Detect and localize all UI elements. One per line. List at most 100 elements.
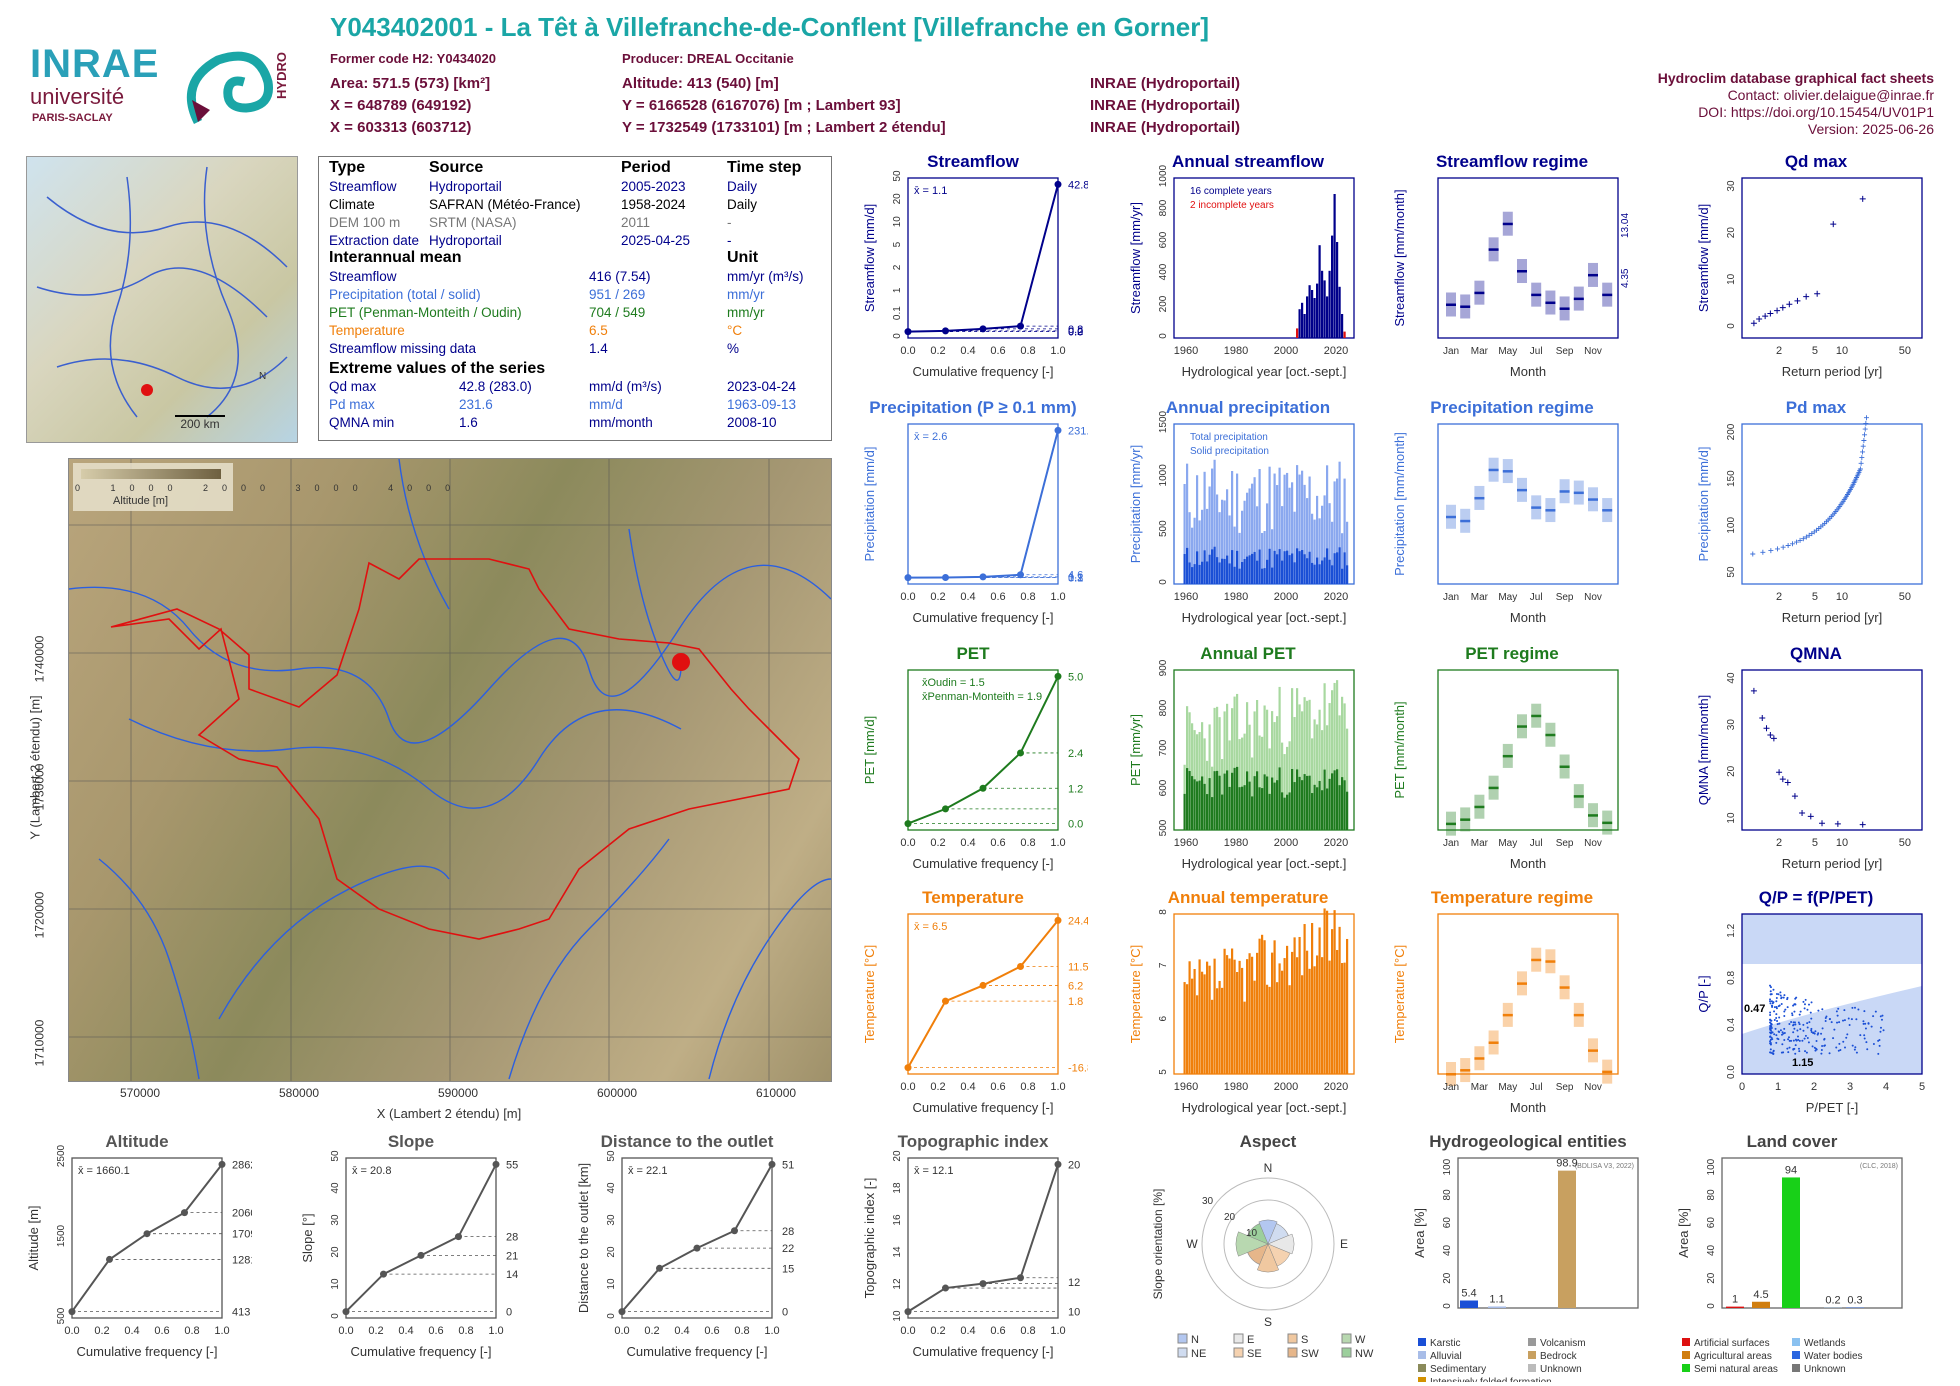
series-line (71, 1163, 223, 1313)
legend-swatch (1528, 1338, 1536, 1346)
x-tick: 0.2 (930, 1325, 945, 1337)
chart-precipitation_regime: Precipitation regime Month Precipitation [… (1392, 398, 1632, 633)
regime-mean (1531, 506, 1542, 509)
data-point (1806, 1022, 1809, 1025)
bar (1303, 774, 1306, 830)
bar (1333, 910, 1336, 1074)
bar (1258, 787, 1261, 830)
data-point (1804, 1034, 1807, 1037)
basin-map: 0 1000 2000 3000 4000 Altitude [m] (68, 458, 832, 1082)
data-point (1779, 991, 1782, 994)
x-tick: 0.4 (124, 1325, 139, 1337)
legend-label: NW (1355, 1348, 1374, 1360)
hydro-swirl-icon (186, 51, 274, 125)
y-axis-label: PET [mm/month] (1392, 701, 1407, 798)
y-tick: 60 (1442, 1217, 1453, 1229)
right-tick: 0.0 (1068, 819, 1083, 831)
bar-total (1211, 468, 1214, 584)
compass-w: W (1186, 1237, 1198, 1251)
bar (1558, 1170, 1576, 1308)
chart-streamflow_regime: Streamflow regime Month Streamflow [mm/mon… (1392, 152, 1632, 387)
data-point (1794, 1038, 1797, 1041)
bar (1291, 951, 1294, 1074)
series-line (345, 1163, 497, 1313)
bar-label: 98.9 (1556, 1158, 1577, 1170)
legend-label: E (1247, 1334, 1254, 1346)
bar (1281, 560, 1284, 584)
aspect-slice (1256, 1243, 1280, 1273)
regime-mean (1502, 1013, 1513, 1017)
regime-mean (1474, 805, 1485, 809)
bar (1311, 290, 1314, 338)
data-point (1864, 1022, 1867, 1025)
info-mean-value: 951 / 269 (589, 287, 646, 302)
bar-pm (1263, 705, 1266, 830)
bar (1248, 953, 1251, 1074)
data-point (1851, 1006, 1854, 1009)
bar (1221, 558, 1224, 584)
y-tick: 500 (56, 1307, 67, 1324)
regime-mean (1545, 733, 1556, 737)
paris-saclay-logo: PARIS-SACLAY (32, 112, 113, 124)
y-tick: 30 (1726, 719, 1737, 731)
data-point (1839, 1048, 1842, 1051)
y-tick: 6 (1158, 1015, 1169, 1021)
bar (1186, 547, 1189, 584)
bar-pm (1308, 699, 1311, 830)
x-tick: 0.4 (960, 837, 975, 849)
data-point (1769, 1029, 1772, 1032)
data-point (1881, 1014, 1884, 1017)
bar (1271, 952, 1274, 1074)
y-tick: 200 (1158, 295, 1169, 312)
y-tick: 30 (1726, 180, 1737, 192)
legend-swatch (1341, 1347, 1352, 1358)
bar (1323, 280, 1326, 338)
basin-xtick: 570000 (120, 1086, 161, 1100)
bar (1296, 328, 1299, 338)
y-l93: Y = 6166528 (6167076) [m ; Lambert 93] (622, 97, 901, 114)
bar (1298, 551, 1301, 584)
legend-label: NE (1191, 1348, 1206, 1360)
regime-mean (1488, 468, 1499, 472)
x-axis-label: Month (1510, 610, 1546, 625)
info-unit-title: Unit (727, 249, 759, 266)
bar (1306, 775, 1309, 830)
basin-xtick: 580000 (279, 1086, 320, 1100)
x-tick: 0.0 (64, 1325, 79, 1337)
y-tick: 0.1 (892, 306, 903, 320)
mean-label: x̄ = 1660.1 (78, 1165, 130, 1177)
right-tick: 0 (782, 1307, 788, 1319)
x-l93: X = 648789 (649192) (330, 97, 472, 114)
bar (1191, 567, 1194, 584)
annotation: 1.15 (1792, 1057, 1813, 1069)
data-point (1860, 443, 1866, 449)
bar (1313, 298, 1316, 338)
data-point (1773, 1006, 1776, 1009)
x-tick: 1980 (1224, 591, 1248, 603)
x-tick: 1980 (1224, 1081, 1248, 1093)
chart-qp: Q/P = f(P/PET) P/PET [-] Q/P [-] 0 1 2 3 4 5 0.0 0… (1696, 888, 1936, 1123)
data-point (1832, 1037, 1835, 1040)
x-tick: 1.0 (1050, 1325, 1065, 1337)
chart-title: Distance to the outlet (600, 1132, 774, 1151)
x-tick: 1960 (1174, 837, 1198, 849)
regime-mean (1602, 1070, 1613, 1074)
bar (1281, 970, 1284, 1074)
bar-pm (1291, 688, 1294, 830)
data-point (1786, 1006, 1789, 1009)
data-point (1769, 1021, 1771, 1024)
chart-aspect: Aspect N E S W 10 20 30 Slope orientation [%] N E S… (1148, 1132, 1388, 1382)
right-tick: 28 (782, 1226, 794, 1238)
bar (1283, 551, 1286, 584)
data-point (1817, 1032, 1820, 1035)
data-point (1775, 1041, 1778, 1044)
bar (1323, 557, 1326, 584)
bar (1241, 967, 1244, 1074)
bar (1288, 792, 1291, 830)
y-tick: 1500 (1158, 410, 1169, 433)
y-axis-label: QMNA [mm/month] (1696, 695, 1711, 806)
data-point (1837, 1049, 1840, 1052)
data-point (1772, 988, 1775, 991)
regime-mean (1588, 1049, 1598, 1052)
plot-frame (907, 1157, 1059, 1319)
